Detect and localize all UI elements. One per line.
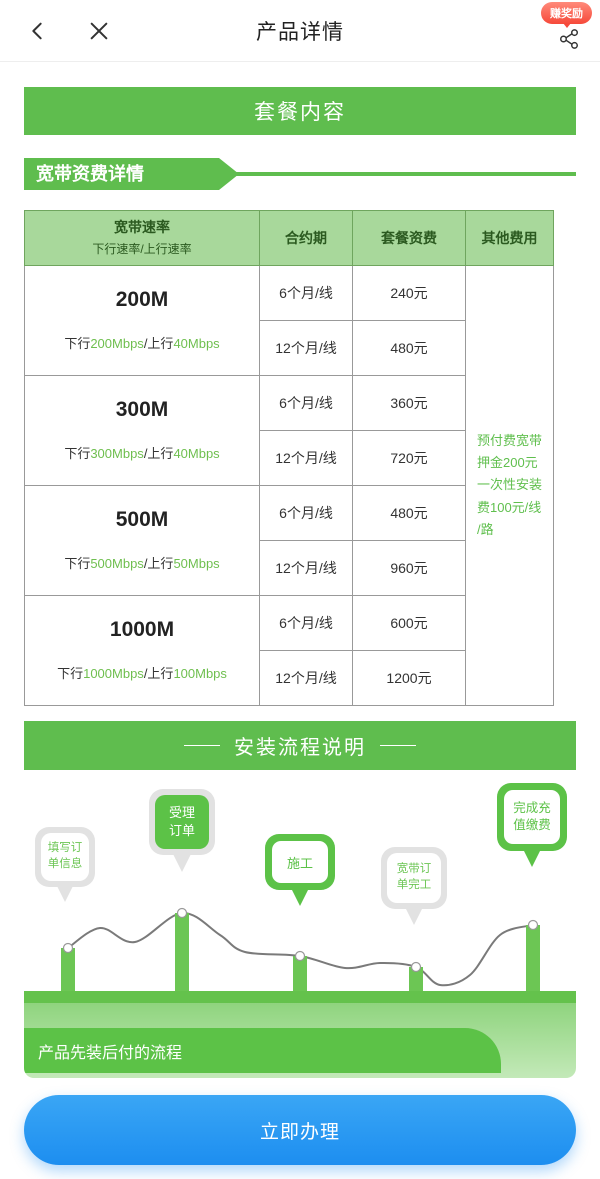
svg-text:宽带资费详情: 宽带资费详情 bbox=[36, 163, 144, 184]
